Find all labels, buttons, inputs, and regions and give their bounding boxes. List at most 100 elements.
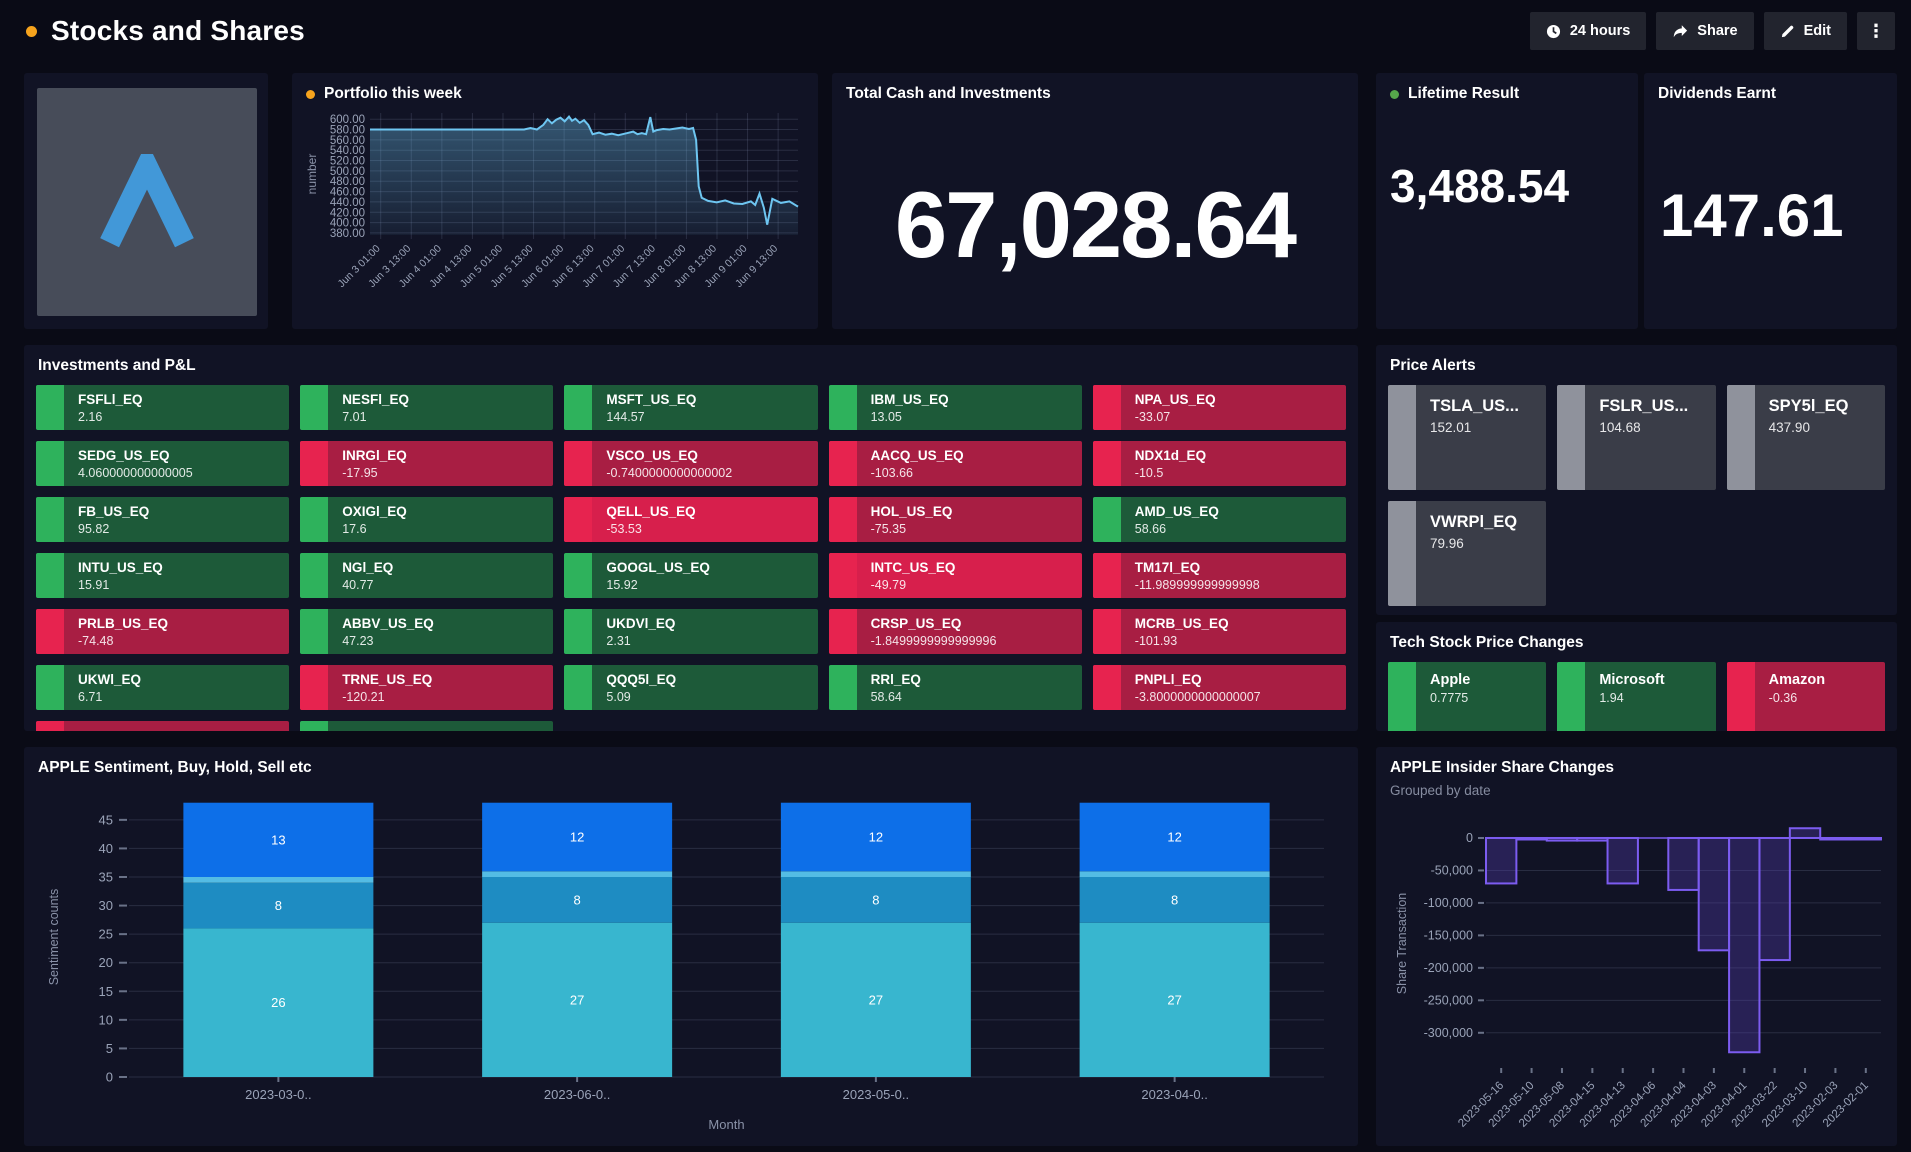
tile-value: 47.23 (342, 634, 374, 648)
svg-text:40: 40 (99, 841, 113, 856)
tile-symbol: INTC_US_EQ (870, 560, 956, 575)
tile-trend-bar (36, 385, 64, 430)
bar-segment (1079, 802, 1270, 872)
panel-title: Portfolio this week (324, 85, 462, 102)
tile-symbol: UKWl_EQ (78, 672, 142, 687)
insider-bar (1849, 836, 1883, 841)
portfolio-line-chart: 380.00400.00420.00440.00460.00480.00500.… (305, 113, 799, 290)
svg-text:380.00: 380.00 (330, 228, 365, 240)
svg-text:-150,000: -150,000 (1424, 928, 1473, 942)
sentiment-stacked-bar-chart: 0 5 10 15 20 25 30 35 40 45 26 8 13 2023-03-0.. 27 8 12 2… (47, 802, 1324, 1132)
tile-value: 58.64 (870, 690, 902, 704)
tile-symbol: AACQ_US_EQ (870, 448, 964, 463)
share-button[interactable]: Share (1656, 12, 1754, 50)
tile-symbol: Microsoft (1599, 672, 1665, 688)
tile-symbol: GOOGL_US_EQ (606, 560, 710, 575)
svg-text:540.00: 540.00 (330, 145, 365, 157)
bar-segment (1079, 871, 1270, 877)
svg-text:8: 8 (574, 892, 581, 907)
total-cash-value: 67,028.64 (894, 172, 1297, 277)
svg-text:8: 8 (872, 892, 879, 907)
svg-text:Share Transaction: Share Transaction (1395, 893, 1409, 994)
investment-tile: INTC_US_EQ -49.79 (828, 553, 1082, 598)
tile-trend-bar (1557, 385, 1586, 490)
svg-text:15: 15 (99, 984, 113, 999)
svg-text:2023-03-0..: 2023-03-0.. (245, 1087, 312, 1102)
tile-value: 13.05 (870, 410, 902, 424)
dividends-value: 147.61 (1660, 182, 1844, 249)
tile-value: 17.6 (342, 522, 367, 536)
tile-value: 15.91 (78, 578, 110, 592)
svg-text:520.00: 520.00 (330, 156, 365, 168)
svg-text:27: 27 (570, 992, 584, 1007)
tile-value: -120.21 (342, 690, 385, 704)
svg-text:27: 27 (869, 992, 883, 1007)
tech-stock-tile: Amazon -0.36 (1726, 662, 1885, 731)
tile-value: 7.01 (342, 410, 367, 424)
investment-tile: QQQ5l_EQ 5.09 (564, 665, 818, 710)
investment-tile: PRLB_US_EQ -74.48 (36, 609, 290, 654)
tile-value: -3.8000000000000007 (1134, 690, 1261, 704)
investment-tile: FSFLl_EQ 2.16 (36, 385, 290, 430)
tile-trend-bar (1092, 385, 1121, 430)
bar-segment (482, 802, 673, 872)
tile-value: 15.92 (606, 578, 638, 592)
tile-symbol: QQQ5l_EQ (606, 672, 677, 687)
bar-segment (780, 871, 971, 877)
logo-image (37, 88, 257, 316)
tile-trend-bar (36, 497, 64, 542)
tile-trend-bar (1092, 609, 1121, 654)
series-area (370, 116, 798, 235)
tech-stock-tile: Apple 0.7775 (1388, 662, 1547, 731)
panel-portfolio-this-week: Portfolio this week 380.00 400.00 420.00 44… (292, 73, 818, 329)
tile-trend-bar (1092, 497, 1121, 542)
svg-text:35: 35 (99, 870, 113, 885)
tile-symbol: HOL_US_EQ (870, 504, 953, 519)
panel-title: Tech Stock Price Changes (1390, 634, 1584, 651)
tile-value: -53.53 (606, 522, 642, 536)
tile-value: -0.7400000000000002 (606, 466, 733, 480)
more-options-button[interactable]: ⋮ (1857, 12, 1895, 50)
tile-symbol: UKDVl_EQ (606, 616, 676, 631)
tile-symbol: VSCO_US_EQ (606, 448, 698, 463)
edit-button[interactable]: Edit (1763, 12, 1847, 50)
svg-text:8: 8 (1171, 892, 1178, 907)
insider-bar (1576, 836, 1609, 842)
panel-title: APPLE Sentiment, Buy, Hold, Sell etc (38, 759, 312, 776)
investments-tile-grid: FSFLl_EQ 2.16 NESFl_EQ 7.01 MSFT_US_EQ 144.57… (36, 385, 1346, 731)
svg-text:-50,000: -50,000 (1431, 863, 1473, 877)
svg-text:-250,000: -250,000 (1424, 993, 1473, 1007)
tile-symbol: SEDG_US_EQ (78, 448, 170, 463)
tile-trend-bar (828, 553, 857, 598)
tile-symbol: INTU_US_EQ (78, 560, 163, 575)
panel-title: Investments and P&L (38, 357, 196, 374)
tile-trend-bar (564, 609, 593, 654)
svg-text:20: 20 (99, 955, 113, 970)
tile-trend-bar (564, 497, 593, 542)
tile-symbol: MCRB_US_EQ (1134, 616, 1229, 631)
tile-symbol: TSLA_US... (1430, 397, 1519, 415)
investment-tile: TRNE_US_EQ -120.21 (300, 665, 554, 710)
svg-text:0: 0 (106, 1070, 113, 1085)
tile-symbol: Apple (1430, 672, 1471, 688)
panel-lifetime-result: Lifetime Result 3,488.54 (1376, 73, 1638, 329)
panel-title: Lifetime Result (1408, 85, 1520, 102)
svg-text:12: 12 (1167, 830, 1181, 845)
svg-text:30: 30 (99, 898, 113, 913)
investment-tile: AACQ_US_EQ -103.66 (828, 441, 1082, 486)
tile-trend-bar (1092, 441, 1121, 486)
tile-trend-bar (828, 497, 857, 542)
investment-tile: HOL_US_EQ -75.35 (828, 497, 1082, 542)
investment-tile: TM17l_EQ -11.989999999999998 (1092, 553, 1346, 598)
tile-value: 5.09 (606, 690, 631, 704)
investment-tile: INRGl_EQ -17.95 (300, 441, 554, 486)
svg-text:26: 26 (271, 995, 285, 1010)
tile-trend-bar (828, 665, 857, 710)
time-range-button[interactable]: 24 hours (1529, 12, 1647, 50)
svg-text:460.00: 460.00 (330, 187, 365, 199)
tile-trend-bar (828, 385, 857, 430)
svg-text:560.00: 560.00 (330, 135, 365, 147)
bar-segment (482, 877, 673, 923)
investment-tile: PNPLl_EQ -3.8000000000000007 (1092, 665, 1346, 710)
tile-value: 0.7775 (1430, 691, 1469, 705)
